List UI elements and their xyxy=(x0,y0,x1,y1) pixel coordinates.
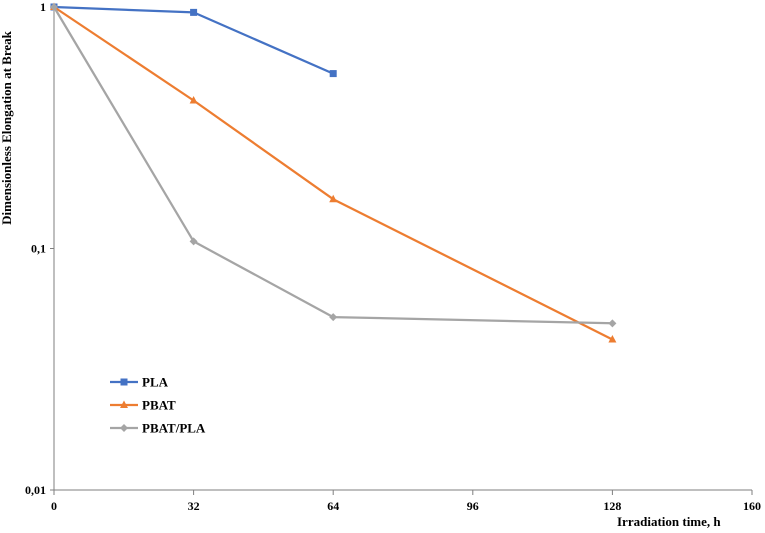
x-tick-label: 64 xyxy=(327,499,339,513)
series-line-pla xyxy=(53,5,334,75)
y-tick-label: 0,1 xyxy=(31,242,46,256)
y-ticks: 0,01 0,1 1 xyxy=(25,0,54,497)
data-point-pla xyxy=(329,70,337,78)
x-tick-label: 32 xyxy=(188,499,200,513)
legend: PLA PBAT PBAT/PLA xyxy=(110,375,206,436)
legend-label: PBAT xyxy=(142,398,176,413)
y-tick-label: 0,01 xyxy=(25,483,46,497)
x-axis-title: Irradiation time, h xyxy=(617,514,721,529)
data-point-pbat-pla xyxy=(608,319,617,328)
x-tick-label: 0 xyxy=(51,499,57,513)
data-point-pla xyxy=(190,8,198,16)
series-pbat-pla xyxy=(50,3,617,328)
x-ticks: 0 32 64 96 128 160 xyxy=(51,490,761,513)
legend-item-pbat: PBAT xyxy=(110,398,176,413)
data-point-pbat-pla xyxy=(329,313,338,322)
data-point-pbat xyxy=(329,194,338,203)
data-point-pbat xyxy=(189,96,198,104)
y-tick-label: 1 xyxy=(40,0,46,14)
legend-swatch-marker xyxy=(120,424,128,432)
x-tick-label: 128 xyxy=(603,499,621,513)
series-pbat xyxy=(50,2,617,343)
data-point-pbat xyxy=(608,334,617,343)
legend-item-pbat-pla: PBAT/PLA xyxy=(110,421,206,436)
data-point-pbat-pla xyxy=(50,3,58,11)
legend-swatch-marker xyxy=(120,400,128,408)
series-line-pbat xyxy=(53,6,613,341)
series-layer xyxy=(50,2,617,343)
legend-label: PLA xyxy=(142,375,169,390)
data-point-pbat-pla xyxy=(189,237,198,246)
series-line-pbat-pla xyxy=(53,6,613,325)
x-tick-label: 160 xyxy=(743,499,761,513)
legend-label: PBAT/PLA xyxy=(142,421,206,436)
series-pla xyxy=(50,3,337,78)
legend-swatch-marker xyxy=(120,378,128,386)
plot-area: 0 32 64 96 128 160 0,01 0,1 1 xyxy=(25,0,761,513)
legend-item-pla: PLA xyxy=(110,375,169,390)
y-axis-title: Dimensionless Elongation at Break xyxy=(0,30,14,224)
x-tick-label: 96 xyxy=(467,499,479,513)
